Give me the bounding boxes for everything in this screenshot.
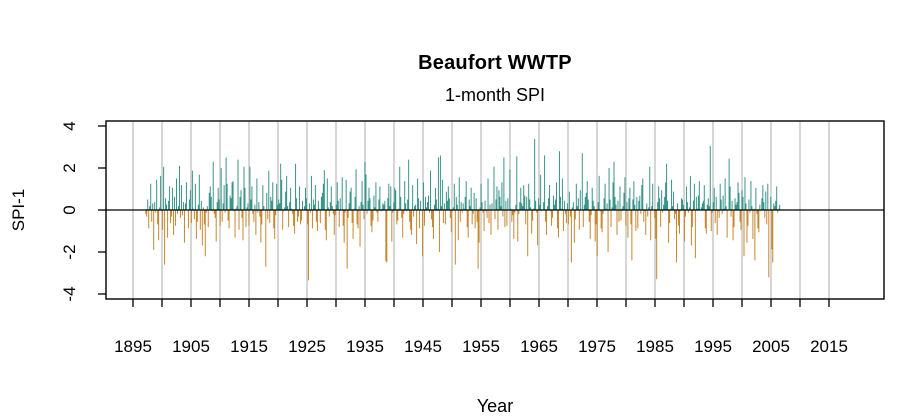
spi-positive-bars <box>147 139 781 210</box>
y-tick-label-0: 0 <box>60 205 79 214</box>
x-tick-label-1975: 1975 <box>578 337 616 356</box>
y-tick-label-4: 4 <box>60 121 79 130</box>
x-axis-title: Year <box>476 396 514 416</box>
x-tick-label-1925: 1925 <box>288 337 326 356</box>
chart-title: Beaufort WWTP <box>418 52 572 74</box>
y-tick-label--2: -2 <box>60 244 79 259</box>
y-tick-label--4: -4 <box>60 286 79 301</box>
x-tick-label-1985: 1985 <box>636 337 674 356</box>
x-tick-label-1965: 1965 <box>520 337 558 356</box>
x-tick-label-2005: 2005 <box>752 337 790 356</box>
x-tick-label-1995: 1995 <box>694 337 732 356</box>
y-axis-title: SPI-1 <box>9 188 28 232</box>
spi-negative-bars <box>145 210 779 281</box>
x-tick-label-1935: 1935 <box>346 337 384 356</box>
x-tick-label-1915: 1915 <box>230 337 268 356</box>
y-tick-label-2: 2 <box>60 163 79 172</box>
x-tick-label-1895: 1895 <box>114 337 152 356</box>
x-tick-label-1905: 1905 <box>172 337 210 356</box>
chart-subtitle: 1-month SPI <box>444 85 546 105</box>
x-tick-label-1945: 1945 <box>404 337 442 356</box>
x-tick-label-1955: 1955 <box>462 337 500 356</box>
x-tick-label-2015: 2015 <box>810 337 848 356</box>
